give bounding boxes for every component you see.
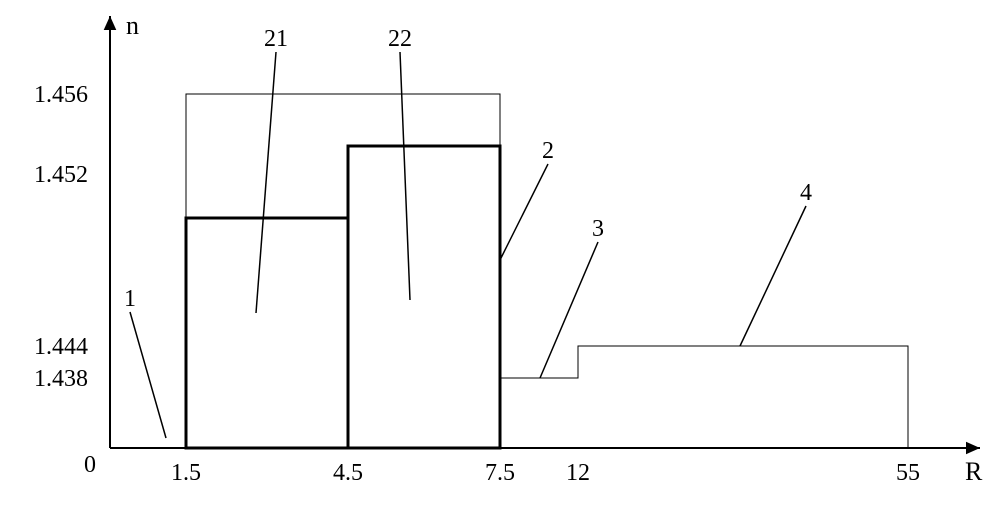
y-tick-label: 1.438 [34,366,88,392]
bar22 [348,146,500,448]
x-tick-label: 12 [566,460,590,486]
x-tick-label: 7.5 [485,460,515,486]
x-tick-label: 4.5 [333,460,363,486]
callout-label-21: 21 [264,26,288,52]
callout-label-4: 4 [800,180,812,206]
x-tick-label: 1.5 [171,460,201,486]
callout-label-2: 2 [542,138,554,164]
y-tick-label: 1.452 [34,162,88,188]
callout-label-3: 3 [592,216,604,242]
y-axis-label: n [126,11,139,40]
callout-label-1: 1 [124,286,136,312]
x-tick-label: 55 [896,460,920,486]
x-axis-label: R [965,457,983,486]
y-tick-label: 1.456 [34,82,88,108]
origin-label: 0 [84,452,96,478]
bar21 [186,218,348,448]
y-tick-label: 1.444 [34,334,88,360]
callout-label-22: 22 [388,26,412,52]
